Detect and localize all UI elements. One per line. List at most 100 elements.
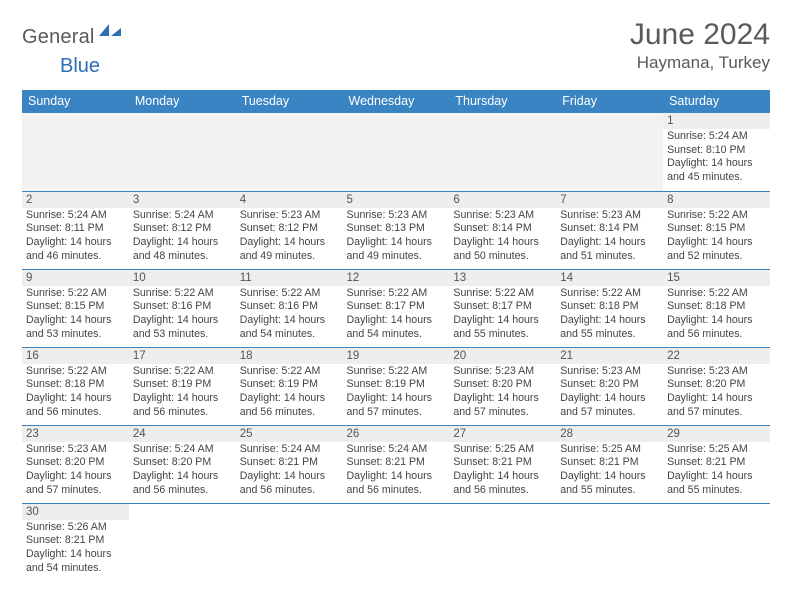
calendar-row: 2Sunrise: 5:24 AMSunset: 8:11 PMDaylight… (22, 191, 770, 269)
day-number: 26 (343, 426, 450, 442)
day-number: 14 (556, 270, 663, 286)
day-number: 11 (236, 270, 343, 286)
day-number: 17 (129, 348, 236, 364)
daylight-text: Daylight: 14 hours and 50 minutes. (453, 236, 552, 263)
sunset-text: Sunset: 8:20 PM (560, 378, 659, 392)
day-body: Sunrise: 5:22 AMSunset: 8:18 PMDaylight:… (663, 286, 770, 343)
calendar-cell (663, 503, 770, 581)
daylight-text: Daylight: 14 hours and 46 minutes. (26, 236, 125, 263)
sunrise-text: Sunrise: 5:25 AM (667, 443, 766, 457)
weekday-tue: Tuesday (236, 90, 343, 113)
day-number: 27 (449, 426, 556, 442)
day-body: Sunrise: 5:22 AMSunset: 8:15 PMDaylight:… (663, 208, 770, 265)
day-body: Sunrise: 5:23 AMSunset: 8:20 PMDaylight:… (22, 442, 129, 499)
daylight-text: Daylight: 14 hours and 57 minutes. (667, 392, 766, 419)
sunset-text: Sunset: 8:17 PM (453, 300, 552, 314)
day-body: Sunrise: 5:22 AMSunset: 8:16 PMDaylight:… (236, 286, 343, 343)
sunset-text: Sunset: 8:14 PM (453, 222, 552, 236)
calendar-cell (449, 113, 556, 191)
daylight-text: Daylight: 14 hours and 56 minutes. (347, 470, 446, 497)
calendar-table: Sunday Monday Tuesday Wednesday Thursday… (22, 90, 770, 581)
sunrise-text: Sunrise: 5:24 AM (347, 443, 446, 457)
sunset-text: Sunset: 8:11 PM (26, 222, 125, 236)
calendar-cell: 5Sunrise: 5:23 AMSunset: 8:13 PMDaylight… (343, 191, 450, 269)
sunrise-text: Sunrise: 5:22 AM (667, 209, 766, 223)
calendar-cell (343, 113, 450, 191)
sunrise-text: Sunrise: 5:22 AM (240, 287, 339, 301)
calendar-cell (449, 503, 556, 581)
day-number: 10 (129, 270, 236, 286)
calendar-cell: 9Sunrise: 5:22 AMSunset: 8:15 PMDaylight… (22, 269, 129, 347)
day-number: 3 (129, 192, 236, 208)
day-body: Sunrise: 5:23 AMSunset: 8:12 PMDaylight:… (236, 208, 343, 265)
sunset-text: Sunset: 8:20 PM (453, 378, 552, 392)
calendar-cell: 25Sunrise: 5:24 AMSunset: 8:21 PMDayligh… (236, 425, 343, 503)
day-body: Sunrise: 5:23 AMSunset: 8:14 PMDaylight:… (556, 208, 663, 265)
sunset-text: Sunset: 8:21 PM (347, 456, 446, 470)
day-number: 22 (663, 348, 770, 364)
calendar-cell: 30Sunrise: 5:26 AMSunset: 8:21 PMDayligh… (22, 503, 129, 581)
day-body: Sunrise: 5:22 AMSunset: 8:19 PMDaylight:… (236, 364, 343, 421)
logo: General (22, 22, 123, 53)
calendar-cell: 4Sunrise: 5:23 AMSunset: 8:12 PMDaylight… (236, 191, 343, 269)
calendar-cell: 13Sunrise: 5:22 AMSunset: 8:17 PMDayligh… (449, 269, 556, 347)
day-body: Sunrise: 5:24 AMSunset: 8:21 PMDaylight:… (236, 442, 343, 499)
weekday-header-row: Sunday Monday Tuesday Wednesday Thursday… (22, 90, 770, 113)
day-body: Sunrise: 5:22 AMSunset: 8:18 PMDaylight:… (22, 364, 129, 421)
daylight-text: Daylight: 14 hours and 56 minutes. (240, 392, 339, 419)
day-number: 8 (663, 192, 770, 208)
calendar-cell: 14Sunrise: 5:22 AMSunset: 8:18 PMDayligh… (556, 269, 663, 347)
day-number: 30 (22, 504, 129, 520)
weekday-mon: Monday (129, 90, 236, 113)
calendar-row: 23Sunrise: 5:23 AMSunset: 8:20 PMDayligh… (22, 425, 770, 503)
daylight-text: Daylight: 14 hours and 56 minutes. (133, 392, 232, 419)
daylight-text: Daylight: 14 hours and 56 minutes. (26, 392, 125, 419)
day-number: 28 (556, 426, 663, 442)
sunrise-text: Sunrise: 5:25 AM (560, 443, 659, 457)
weekday-thu: Thursday (449, 90, 556, 113)
sunset-text: Sunset: 8:16 PM (240, 300, 339, 314)
day-body: Sunrise: 5:25 AMSunset: 8:21 PMDaylight:… (663, 442, 770, 499)
daylight-text: Daylight: 14 hours and 57 minutes. (26, 470, 125, 497)
sunrise-text: Sunrise: 5:24 AM (133, 209, 232, 223)
day-body: Sunrise: 5:24 AMSunset: 8:11 PMDaylight:… (22, 208, 129, 265)
calendar-cell: 15Sunrise: 5:22 AMSunset: 8:18 PMDayligh… (663, 269, 770, 347)
calendar-cell: 29Sunrise: 5:25 AMSunset: 8:21 PMDayligh… (663, 425, 770, 503)
day-body: Sunrise: 5:25 AMSunset: 8:21 PMDaylight:… (449, 442, 556, 499)
calendar-cell (129, 503, 236, 581)
day-number: 21 (556, 348, 663, 364)
calendar-cell: 11Sunrise: 5:22 AMSunset: 8:16 PMDayligh… (236, 269, 343, 347)
calendar-cell: 24Sunrise: 5:24 AMSunset: 8:20 PMDayligh… (129, 425, 236, 503)
daylight-text: Daylight: 14 hours and 57 minutes. (560, 392, 659, 419)
sunset-text: Sunset: 8:21 PM (667, 456, 766, 470)
day-body: Sunrise: 5:22 AMSunset: 8:17 PMDaylight:… (343, 286, 450, 343)
calendar-cell: 10Sunrise: 5:22 AMSunset: 8:16 PMDayligh… (129, 269, 236, 347)
calendar-cell: 1Sunrise: 5:24 AMSunset: 8:10 PMDaylight… (663, 113, 770, 191)
day-number: 20 (449, 348, 556, 364)
day-number: 1 (663, 113, 770, 129)
sunrise-text: Sunrise: 5:23 AM (453, 209, 552, 223)
day-body: Sunrise: 5:22 AMSunset: 8:16 PMDaylight:… (129, 286, 236, 343)
daylight-text: Daylight: 14 hours and 49 minutes. (240, 236, 339, 263)
day-body: Sunrise: 5:24 AMSunset: 8:21 PMDaylight:… (343, 442, 450, 499)
sunset-text: Sunset: 8:10 PM (667, 144, 766, 158)
sunset-text: Sunset: 8:16 PM (133, 300, 232, 314)
sunrise-text: Sunrise: 5:24 AM (26, 209, 125, 223)
sunset-text: Sunset: 8:20 PM (26, 456, 125, 470)
daylight-text: Daylight: 14 hours and 51 minutes. (560, 236, 659, 263)
location: Haymana, Turkey (630, 53, 770, 73)
calendar-cell: 17Sunrise: 5:22 AMSunset: 8:19 PMDayligh… (129, 347, 236, 425)
day-number: 5 (343, 192, 450, 208)
daylight-text: Daylight: 14 hours and 54 minutes. (347, 314, 446, 341)
sunset-text: Sunset: 8:19 PM (240, 378, 339, 392)
daylight-text: Daylight: 14 hours and 55 minutes. (560, 314, 659, 341)
daylight-text: Daylight: 14 hours and 57 minutes. (347, 392, 446, 419)
daylight-text: Daylight: 14 hours and 49 minutes. (347, 236, 446, 263)
day-number: 24 (129, 426, 236, 442)
daylight-text: Daylight: 14 hours and 54 minutes. (26, 548, 125, 575)
day-number: 25 (236, 426, 343, 442)
day-body: Sunrise: 5:23 AMSunset: 8:20 PMDaylight:… (556, 364, 663, 421)
sunset-text: Sunset: 8:15 PM (667, 222, 766, 236)
sunset-text: Sunset: 8:17 PM (347, 300, 446, 314)
calendar-cell: 8Sunrise: 5:22 AMSunset: 8:15 PMDaylight… (663, 191, 770, 269)
